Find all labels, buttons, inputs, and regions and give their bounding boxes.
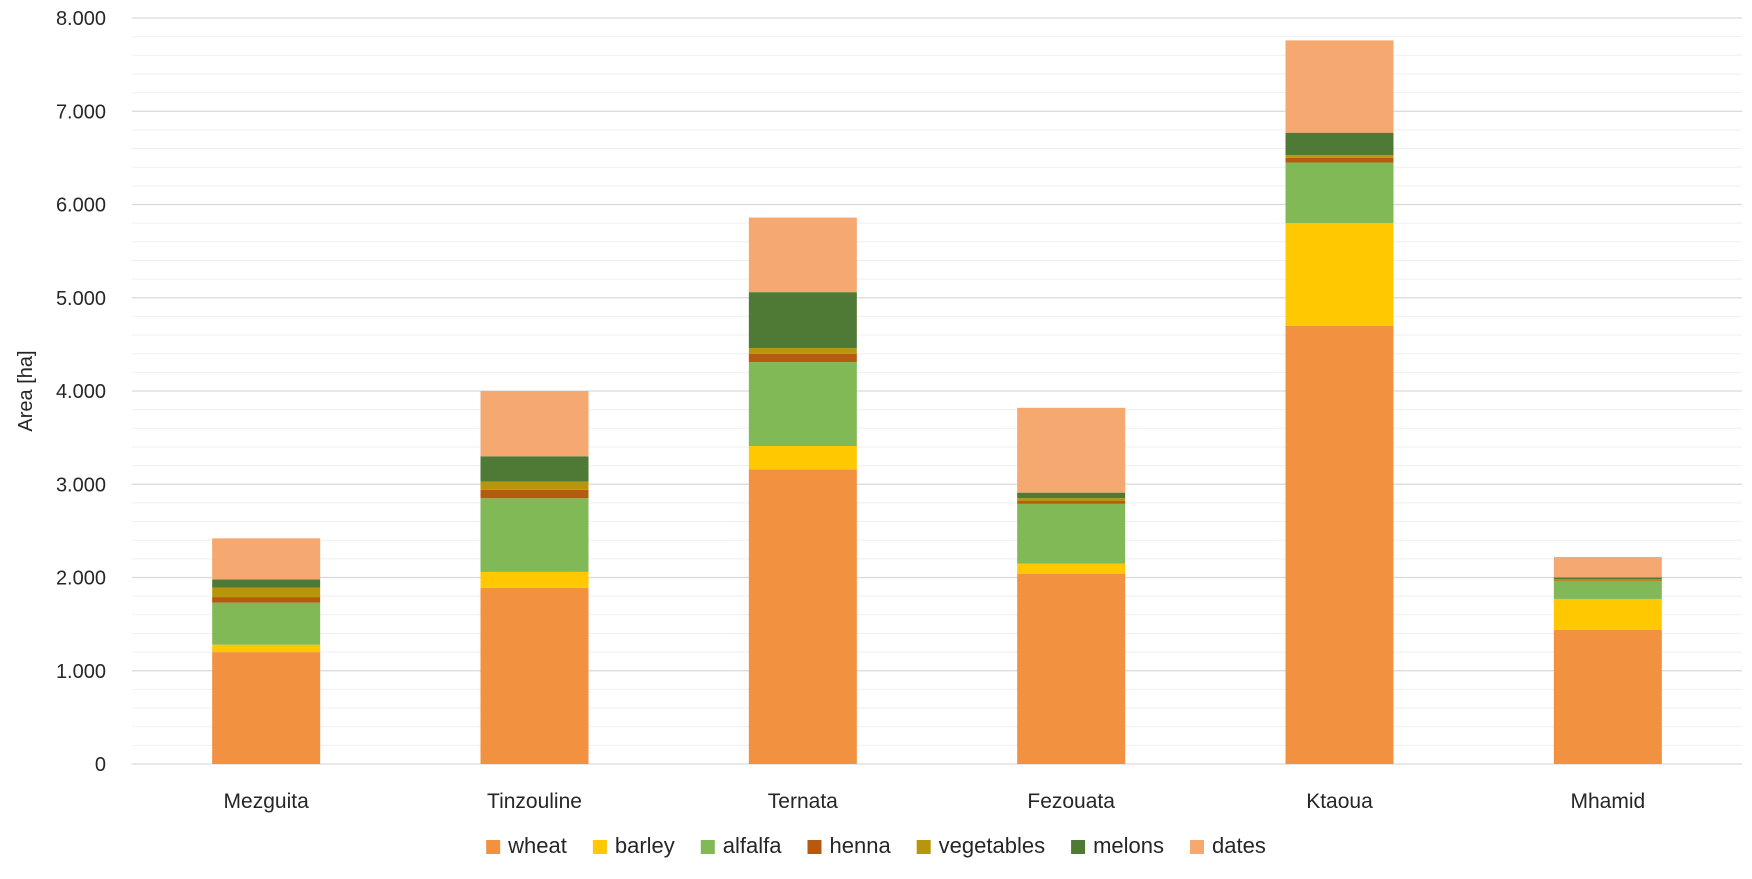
bar-segment-vegetables	[480, 481, 589, 490]
legend-label: henna	[830, 833, 892, 858]
bar-segment-vegetables	[1017, 498, 1126, 502]
x-category-label: Tinzouline	[487, 790, 582, 813]
legend: wheat barley alfalfa henna vegetables melons d…	[486, 833, 1266, 858]
legend-swatch	[916, 840, 931, 854]
bar-segment-melons	[480, 456, 589, 482]
bar-segment-henna	[480, 489, 589, 499]
bar-stack-fezouata	[1017, 407, 1126, 764]
bar-segment-alfalfa	[212, 602, 321, 645]
bar-segment-barley	[1017, 563, 1126, 574]
bar-segment-vegetables	[212, 587, 321, 598]
bar-stack-tinzouline	[480, 391, 589, 764]
y-tick-label: 8.000	[56, 8, 106, 30]
legend-item-wheat: wheat	[486, 833, 567, 858]
bar-segment-dates	[1285, 40, 1394, 133]
bar-stack-ternata	[748, 217, 857, 764]
bar-segment-wheat	[748, 469, 857, 764]
bar-segment-alfalfa	[1553, 581, 1662, 599]
x-category-label: Mhamid	[1570, 790, 1645, 813]
bar-segment-barley	[748, 446, 857, 470]
legend-swatch	[486, 840, 501, 854]
bar-segment-henna	[1285, 157, 1394, 163]
legend-label: wheat	[507, 833, 567, 858]
legend-label: dates	[1212, 833, 1266, 858]
y-tick-label: 1.000	[56, 661, 106, 683]
x-category-label: Fezouata	[1027, 790, 1115, 813]
legend-label: alfalfa	[723, 833, 782, 858]
y-tick-label: 0	[95, 754, 106, 776]
bar-segment-barley	[480, 571, 589, 588]
bar-segment-barley	[1553, 598, 1662, 630]
legend-label: barley	[615, 833, 675, 858]
bar-segment-alfalfa	[1017, 503, 1126, 564]
bar-segment-dates	[480, 391, 589, 457]
legend-item-vegetables: vegetables	[916, 833, 1045, 858]
bar-stack-mezguita	[212, 538, 321, 764]
bar-stack-ktaoua	[1285, 40, 1394, 764]
bar-segment-wheat	[480, 587, 589, 764]
bar-segment-dates	[1553, 556, 1662, 578]
bar-segment-alfalfa	[748, 362, 857, 447]
legend-item-alfalfa: alfalfa	[700, 833, 782, 858]
legend-item-barley: barley	[592, 833, 675, 858]
bar-segment-barley	[1285, 223, 1394, 326]
legend-swatch	[1071, 840, 1086, 854]
x-category-label: Mezguita	[224, 790, 310, 813]
bar-segment-wheat	[1553, 629, 1662, 764]
x-category-label: Ternata	[768, 790, 838, 813]
bar-segment-henna	[1017, 501, 1126, 504]
legend-item-dates: dates	[1190, 833, 1266, 858]
bar-segment-dates	[212, 538, 321, 580]
bar-segment-wheat	[212, 652, 321, 764]
bar-segment-henna	[748, 353, 857, 363]
legend-swatch	[700, 840, 715, 854]
bars	[212, 40, 1662, 764]
bar-segment-vegetables	[748, 348, 857, 354]
bar-segment-henna	[1553, 580, 1662, 582]
legend-label: vegetables	[939, 833, 1045, 858]
bar-segment-melons	[748, 292, 857, 349]
bar-stack-mhamid	[1553, 556, 1662, 764]
bar-segment-henna	[212, 597, 321, 603]
bar-segment-alfalfa	[480, 498, 589, 572]
legend-swatch	[1190, 840, 1205, 854]
bar-segment-dates	[748, 217, 857, 293]
x-category-label: Ktaoua	[1306, 790, 1373, 813]
y-axis-title: Area [ha]	[15, 350, 37, 431]
x-axis-categories: Mezguita Tinzouline Ternata Fezouata Ktaoua M…	[224, 790, 1646, 813]
bar-segment-vegetables	[1553, 579, 1662, 581]
legend-item-melons: melons	[1071, 833, 1164, 858]
legend-swatch	[807, 840, 822, 854]
bar-segment-melons	[1553, 577, 1662, 580]
bar-segment-melons	[1285, 132, 1394, 156]
y-tick-label: 2.000	[56, 568, 106, 590]
bar-segment-alfalfa	[1285, 162, 1394, 224]
y-tick-label: 3.000	[56, 474, 106, 496]
legend-label: melons	[1093, 833, 1164, 858]
y-tick-label: 7.000	[56, 101, 106, 123]
bar-segment-vegetables	[1285, 155, 1394, 158]
bar-segment-wheat	[1017, 573, 1126, 764]
bar-segment-wheat	[1285, 325, 1394, 764]
y-tick-label: 6.000	[56, 195, 106, 217]
bar-segment-dates	[1017, 407, 1126, 493]
y-tick-label: 5.000	[56, 288, 106, 310]
bar-segment-barley	[212, 644, 321, 653]
y-axis-ticks: 0 1.000 2.000 3.000 4.000 5.000 6.000 7.000 8.00…	[56, 8, 106, 776]
legend-item-henna: henna	[807, 833, 892, 858]
bar-segment-melons	[212, 579, 321, 588]
legend-swatch	[592, 840, 607, 854]
y-tick-label: 4.000	[56, 381, 106, 403]
bar-segment-melons	[1017, 492, 1126, 499]
gridlines	[132, 17, 1742, 765]
